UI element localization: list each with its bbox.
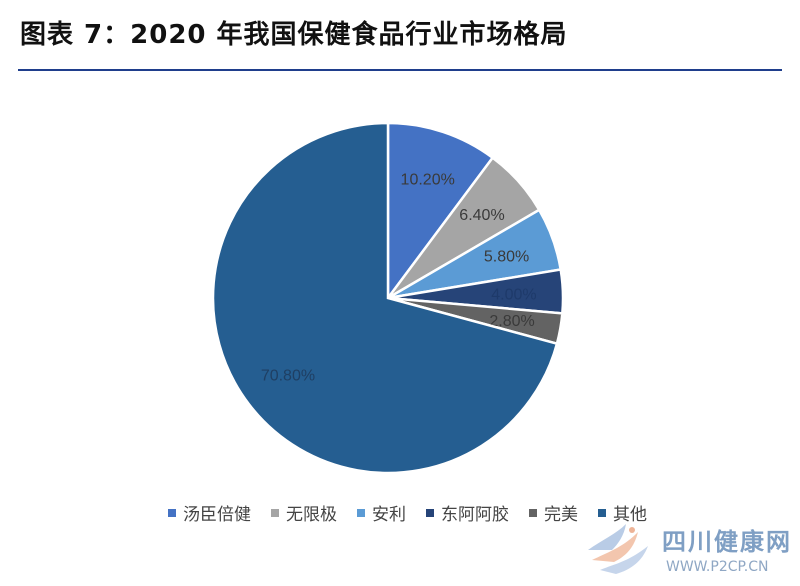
watermark-site-name: 四川健康网 [662,528,792,556]
legend-label: 安利 [372,505,406,525]
pie-slice-6 [211,121,559,475]
legend-item-4: 东阿阿胶 [426,500,509,525]
watermark: 四川健康网 WWW.P2CP.CN [582,520,792,582]
phoenix-logo-icon [588,524,648,574]
legend-swatch [426,508,434,517]
pie-data-label-6: 70.80% [261,368,315,385]
legend-swatch [529,508,537,517]
title-divider [18,69,782,71]
legend-swatch [598,508,606,517]
legend-label: 汤臣倍健 [183,505,251,525]
legend-label: 东阿阿胶 [441,505,509,525]
pie-slice-1 [386,121,495,302]
legend-label: 其他 [613,505,647,525]
pie-chart: 10.20% 6.40% 5.80% 4.00% 2.80% 70.80% [211,121,565,475]
legend-item-5: 完美 [529,500,578,525]
pie-data-label-4: 4.00% [491,286,536,303]
legend-swatch [357,508,365,517]
legend-item-2: 无限极 [271,500,337,525]
legend-swatch [168,508,176,517]
pie-data-label-2: 6.40% [459,207,504,224]
pie-data-label-1: 10.20% [401,171,455,188]
pie-data-label-5: 2.80% [489,313,534,330]
legend-item-6: 其他 [598,500,647,525]
watermark-url: WWW.P2CP.CN [666,559,769,575]
legend-item-1: 汤臣倍健 [168,500,251,525]
chart-legend: 汤臣倍健 无限极 安利 东阿阿胶 完美 其他 [0,500,800,525]
pie-data-label-3: 5.80% [484,248,529,265]
legend-label: 完美 [544,505,578,525]
chart-title: 图表 7：2020 年我国保健食品行业市场格局 [20,20,568,50]
legend-item-3: 安利 [357,500,406,525]
legend-label: 无限极 [286,505,337,525]
legend-swatch [271,508,279,517]
